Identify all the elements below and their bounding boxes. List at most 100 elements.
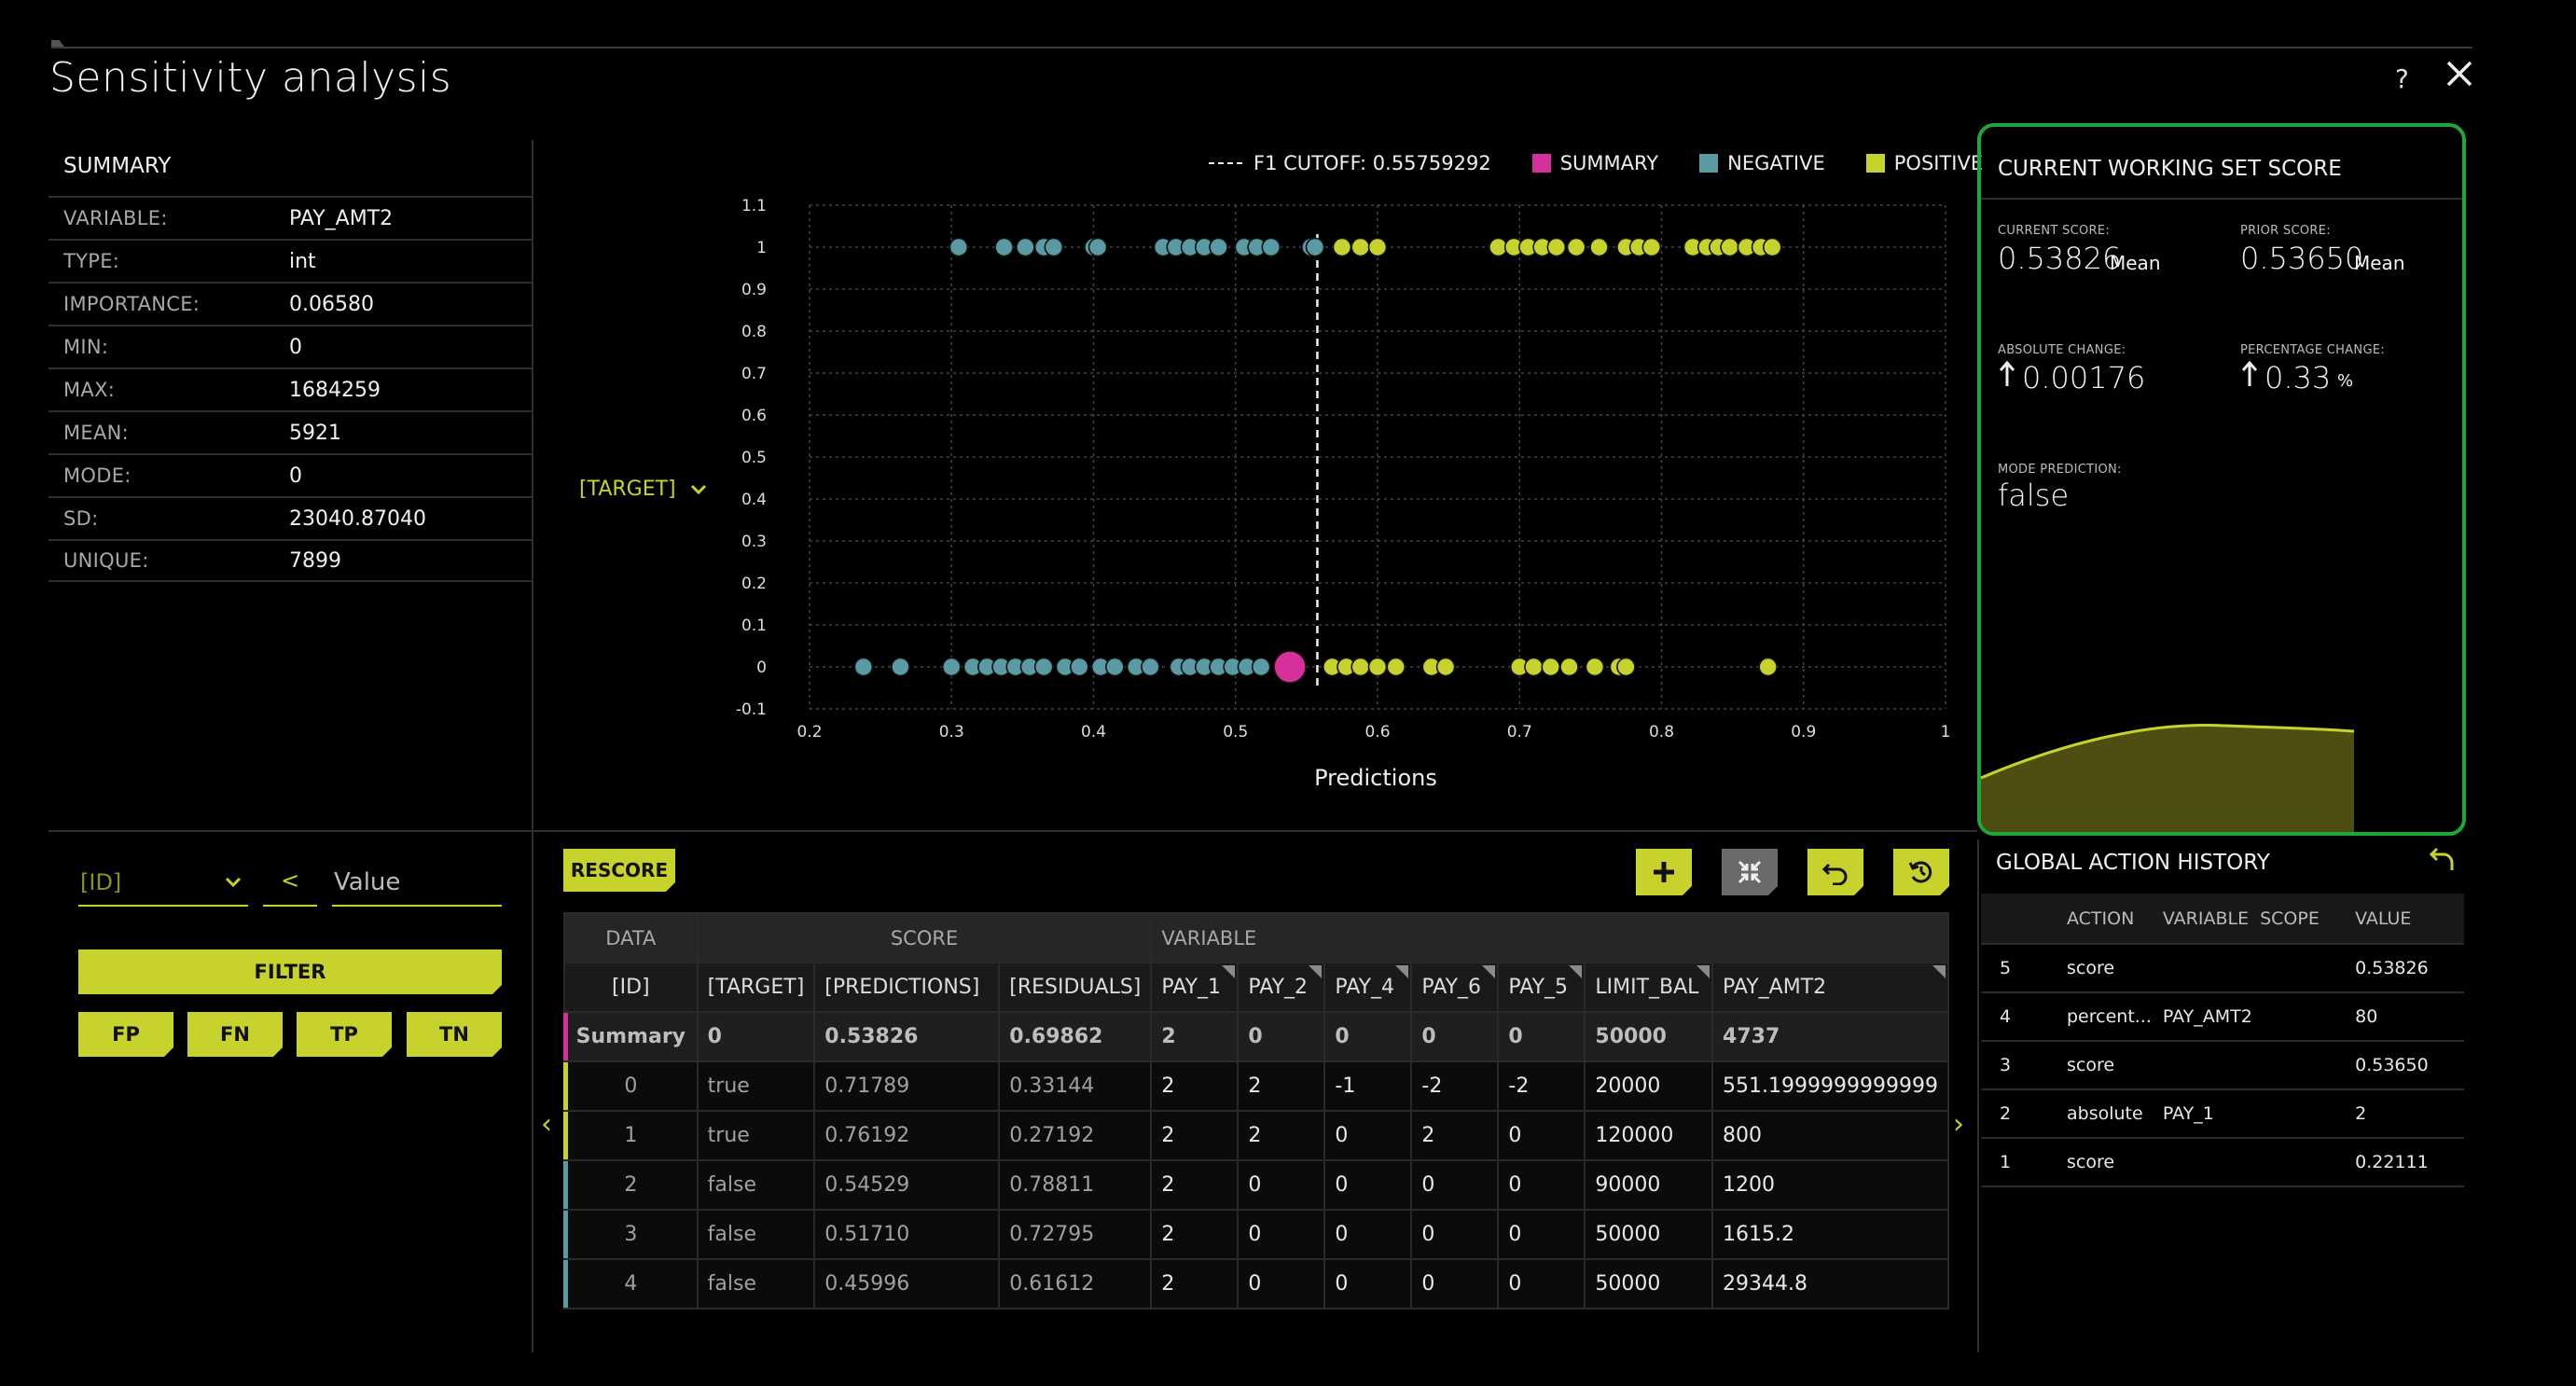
cell: 0.45996: [813, 1258, 1001, 1310]
col-header-pay2[interactable]: PAY_2: [1237, 962, 1326, 1013]
cell[interactable]: 0: [1410, 1258, 1500, 1310]
action-history-row[interactable]: 4 percent... PAY_AMT2 80: [1981, 992, 2464, 1042]
cell[interactable]: 0: [1237, 1209, 1326, 1260]
summary-row-min: MIN: 0: [48, 325, 532, 367]
col-header-pay5[interactable]: PAY_5: [1497, 962, 1586, 1013]
undo-button[interactable]: [1807, 849, 1863, 895]
cell[interactable]: 2: [1410, 1110, 1500, 1161]
scatter-chart[interactable]: 0.2 0.3 0.4 0.5 0.6 0.7 0.8 0.9 1 -0.1 0 0.1 0.2 0.3 0…: [690, 187, 1968, 802]
cell[interactable]: 800: [1711, 1110, 1949, 1161]
page-prev-chevron-icon[interactable]: ‹: [541, 1108, 552, 1141]
row-marker: [563, 1112, 568, 1159]
cell: true: [696, 1060, 816, 1112]
cell[interactable]: 0: [1323, 1110, 1413, 1161]
divider-left: [532, 140, 533, 1352]
action-history-row[interactable]: 5 score 0.53826: [1981, 944, 2464, 993]
cell[interactable]: 2: [1150, 1258, 1240, 1310]
cell[interactable]: 2: [1150, 1110, 1240, 1161]
cell[interactable]: 0: [1497, 1159, 1586, 1211]
cell[interactable]: -2: [1497, 1060, 1586, 1112]
cell: false: [696, 1159, 816, 1211]
action-history-row[interactable]: 1 score 0.22111: [1981, 1138, 2464, 1187]
col-header-pay1[interactable]: PAY_1: [1150, 962, 1240, 1013]
col-header-pay-amt2[interactable]: PAY_AMT2: [1711, 962, 1949, 1013]
action-history-row[interactable]: 2 absolute PAY_1 2: [1981, 1089, 2464, 1139]
help-icon[interactable]: ?: [2395, 63, 2409, 94]
cell[interactable]: 2: [1237, 1060, 1326, 1112]
target-dropdown[interactable]: [TARGET]: [579, 478, 708, 501]
filter-operator-dropdown[interactable]: <: [263, 860, 317, 907]
collapse-button[interactable]: [1722, 849, 1778, 895]
filter-value-input[interactable]: [332, 860, 502, 907]
positive-point: [1585, 657, 1605, 677]
filter-field-dropdown[interactable]: [ID]: [78, 860, 248, 907]
col-header-pay6[interactable]: PAY_6: [1410, 962, 1500, 1013]
positive-point: [1350, 657, 1371, 677]
cell[interactable]: 0: [1497, 1258, 1586, 1310]
page-next-chevron-icon[interactable]: ›: [1953, 1108, 1964, 1141]
cell[interactable]: 29344.8: [1711, 1258, 1949, 1310]
cell[interactable]: 50000: [1584, 1258, 1714, 1310]
cell[interactable]: 0: [1497, 1209, 1586, 1260]
absolute-change-value: 0.00176: [2022, 360, 2146, 395]
positive-point: [1546, 237, 1567, 257]
legend-negative[interactable]: NEGATIVE: [1699, 152, 1825, 174]
history-undo-icon[interactable]: [2429, 845, 2457, 873]
cell[interactable]: 0: [1323, 1159, 1413, 1211]
cell[interactable]: 2: [1150, 1060, 1240, 1112]
col-header[interactable]: [ID]: [563, 962, 699, 1013]
legend-positive[interactable]: POSITIVE: [1865, 152, 1983, 174]
tn-button[interactable]: TN: [407, 1012, 502, 1057]
col-header[interactable]: [PREDICTIONS]: [813, 962, 1001, 1013]
fn-button[interactable]: FN: [187, 1012, 283, 1057]
table-row[interactable]: 0 true 0.71789 0.33144 2 2 -1 -2 -2 2000…: [563, 1060, 1949, 1112]
col-header[interactable]: [RESIDUALS]: [998, 962, 1153, 1013]
cell[interactable]: 2: [1150, 1159, 1240, 1211]
cell[interactable]: 0: [1237, 1159, 1326, 1211]
cell: 0.54529: [813, 1159, 1001, 1211]
cell[interactable]: 0: [1323, 1209, 1413, 1260]
add-row-button[interactable]: [1636, 849, 1692, 895]
table-row[interactable]: 2 false 0.54529 0.78811 2 0 0 0 0 90000 …: [563, 1159, 1949, 1211]
reset-history-button[interactable]: [1893, 849, 1949, 895]
cell: 0: [1410, 1011, 1500, 1062]
cell[interactable]: -2: [1410, 1060, 1500, 1112]
hdr-action: ACTION: [2061, 894, 2157, 945]
legend-summary[interactable]: SUMMARY: [1531, 152, 1658, 174]
rescore-button[interactable]: RESCORE: [563, 849, 675, 892]
history-number: 5: [1981, 944, 2061, 993]
filter-button[interactable]: FILTER: [78, 949, 502, 994]
col-header[interactable]: [TARGET]: [696, 962, 816, 1013]
cell[interactable]: 90000: [1584, 1159, 1714, 1211]
tp-button[interactable]: TP: [297, 1012, 392, 1057]
cell[interactable]: 20000: [1584, 1060, 1714, 1112]
row-marker: [563, 1161, 568, 1209]
col-header-pay4[interactable]: PAY_4: [1323, 962, 1413, 1013]
cell[interactable]: 0: [1410, 1159, 1500, 1211]
cell[interactable]: 0: [1497, 1110, 1586, 1161]
history-action: score: [2061, 1138, 2157, 1187]
cell[interactable]: 120000: [1584, 1110, 1714, 1161]
cell: false: [696, 1209, 816, 1260]
cell[interactable]: 0: [1237, 1258, 1326, 1310]
cell[interactable]: 2: [1150, 1209, 1240, 1260]
action-history-row[interactable]: 3 score 0.53650: [1981, 1041, 2464, 1090]
row-marker: [563, 1260, 568, 1308]
cell[interactable]: 50000: [1584, 1209, 1714, 1260]
col-header-limit-bal[interactable]: LIMIT_BAL: [1584, 962, 1714, 1013]
table-row[interactable]: 3 false 0.51710 0.72795 2 0 0 0 0 50000 …: [563, 1209, 1949, 1260]
cell[interactable]: -1: [1323, 1060, 1413, 1112]
close-icon[interactable]: [2444, 58, 2475, 90]
fp-button[interactable]: FP: [78, 1012, 173, 1057]
cell[interactable]: 1200: [1711, 1159, 1949, 1211]
cell[interactable]: 551.1999999999999: [1711, 1060, 1949, 1112]
table-row[interactable]: 4 false 0.45996 0.61612 2 0 0 0 0 50000 …: [563, 1258, 1949, 1310]
cell-text: Summary: [575, 1025, 686, 1048]
table-row[interactable]: 1 true 0.76192 0.27192 2 2 0 2 0 120000 …: [563, 1110, 1949, 1161]
table-summary-row[interactable]: Summary 0 0.53826 0.69862 2 0 0 0 0 5000…: [563, 1011, 1949, 1062]
cell[interactable]: 2: [1237, 1110, 1326, 1161]
cell[interactable]: 0: [1410, 1209, 1500, 1260]
cell[interactable]: 1615.2: [1711, 1209, 1949, 1260]
chevron-down-icon: [690, 484, 706, 494]
cell[interactable]: 0: [1323, 1258, 1413, 1310]
